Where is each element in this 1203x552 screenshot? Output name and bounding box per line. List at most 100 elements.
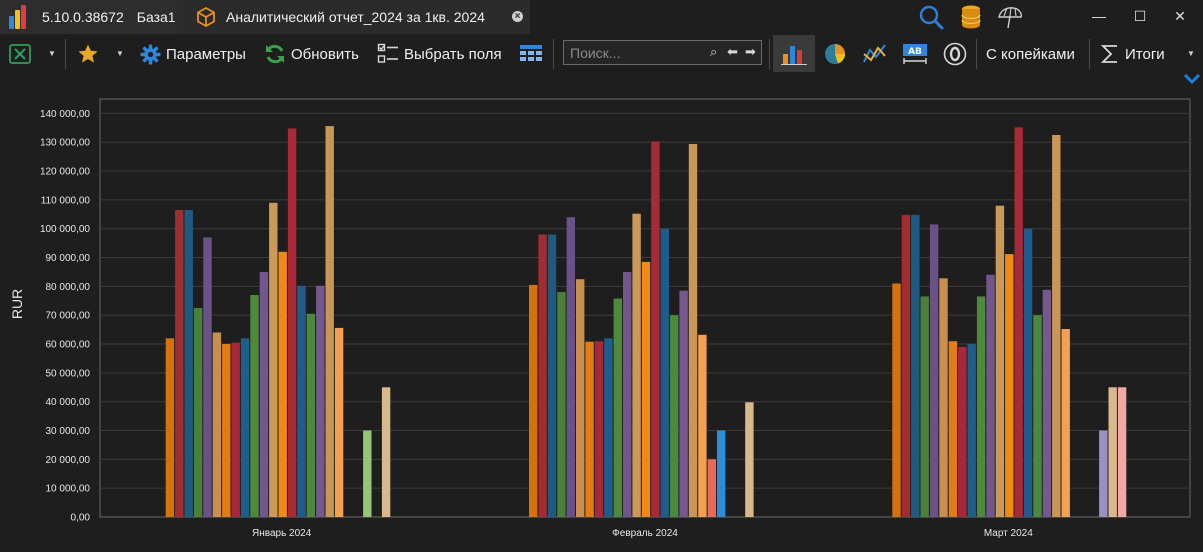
sigma-icon xyxy=(1100,45,1117,63)
with-kopecks-button[interactable]: С копейками xyxy=(986,34,1075,74)
report-cube-icon xyxy=(197,6,215,28)
choose-fields-button[interactable]: Выбрать поля xyxy=(377,34,502,74)
app-version: 5.10.0.38672 xyxy=(42,9,124,25)
bar xyxy=(967,344,976,517)
with-kopecks-label: С копейками xyxy=(986,45,1075,63)
bar xyxy=(175,210,184,517)
bar xyxy=(184,210,193,517)
y-tick-label: 70 000,00 xyxy=(46,311,91,322)
bar xyxy=(250,295,259,517)
y-tick-label: 90 000,00 xyxy=(46,253,91,264)
bar xyxy=(363,430,372,517)
refresh-label: Обновить xyxy=(291,45,359,63)
table-view-button[interactable] xyxy=(520,34,542,74)
y-axis-label: RUR xyxy=(9,289,25,319)
bar-chart: 0,00 10 000,00 20 000,00 30 000,00 40 000,00… xyxy=(9,98,1191,539)
y-tick-label: 20 000,00 xyxy=(46,455,91,466)
bar xyxy=(269,202,278,518)
gear-icon xyxy=(140,43,161,65)
arrow-left-icon[interactable]: ⬅ xyxy=(727,44,738,59)
umbrella-icon[interactable] xyxy=(996,3,1024,31)
bar xyxy=(920,296,929,517)
bar-chart-icon xyxy=(781,46,807,65)
toolbar-separator xyxy=(769,39,770,69)
bar xyxy=(623,272,632,517)
star-icon xyxy=(78,44,98,63)
bar xyxy=(529,284,538,517)
zero-values-button[interactable] xyxy=(943,34,967,74)
bar xyxy=(325,126,334,517)
excel-dropdown-icon[interactable]: ▼ xyxy=(48,49,56,58)
bar xyxy=(212,332,222,517)
pie-chart-icon xyxy=(825,44,845,64)
bar xyxy=(958,346,967,517)
document-title: Аналитический отчет_2024 за 1кв. 2024 xyxy=(226,9,485,25)
magnifier-icon[interactable]: ⌕ xyxy=(710,44,718,59)
close-window-button[interactable]: ✕ xyxy=(1174,8,1186,24)
excel-icon xyxy=(9,44,31,64)
toolbar-separator xyxy=(976,39,977,69)
bar xyxy=(901,214,911,517)
minimize-button[interactable]: — xyxy=(1092,8,1106,24)
bar xyxy=(576,279,585,517)
parameters-button[interactable]: Параметры xyxy=(140,34,246,74)
y-tick-label: 10 000,00 xyxy=(46,484,91,495)
bar xyxy=(278,251,287,518)
bar xyxy=(929,224,939,517)
y-tick-label: 140 000,00 xyxy=(40,109,90,120)
app-logo-icon xyxy=(9,5,31,29)
bar xyxy=(1042,289,1052,517)
choose-fields-label: Выбрать поля xyxy=(404,45,502,63)
bar xyxy=(717,430,726,517)
y-tick-label: 30 000,00 xyxy=(46,426,91,437)
bar xyxy=(986,274,995,517)
favorites-button[interactable] xyxy=(77,34,99,74)
search-input[interactable] xyxy=(570,43,700,62)
bar xyxy=(745,402,754,517)
pie-chart-button[interactable] xyxy=(823,34,847,74)
chevron-down-icon[interactable] xyxy=(1183,72,1201,86)
bar xyxy=(707,459,716,517)
y-tick-label: 110 000,00 xyxy=(41,195,91,206)
y-tick-label: 100 000,00 xyxy=(40,224,90,235)
app-tab[interactable]: 5.10.0.38672 База1 xyxy=(0,0,183,34)
ab-labels-icon: AB xyxy=(903,44,927,64)
parameters-label: Параметры xyxy=(166,45,246,63)
y-tick-label: 60 000,00 xyxy=(46,340,91,351)
search-icon[interactable] xyxy=(917,3,945,31)
toolbar-separator xyxy=(553,39,554,69)
refresh-button[interactable]: Обновить xyxy=(264,34,359,74)
search-box: ⌕ ⬅ ➡ xyxy=(563,40,762,65)
bar xyxy=(641,261,651,517)
toolbar-separator xyxy=(65,39,66,69)
line-chart-button[interactable] xyxy=(863,34,887,74)
bar xyxy=(670,315,679,517)
bar xyxy=(538,234,547,517)
bar xyxy=(1005,254,1014,517)
document-tab[interactable]: Аналитический отчет_2024 за 1кв. 2024 × xyxy=(183,0,530,34)
bar xyxy=(613,298,622,517)
totals-label: Итоги xyxy=(1125,45,1165,63)
bar xyxy=(193,308,203,517)
maximize-button[interactable]: ☐ xyxy=(1133,8,1147,24)
favorites-dropdown-icon[interactable]: ▼ xyxy=(116,49,124,58)
bar-chart-button[interactable] xyxy=(773,35,815,72)
arrow-right-icon[interactable]: ➡ xyxy=(745,44,756,59)
excel-export-button[interactable] xyxy=(9,34,31,74)
close-tab-icon[interactable]: × xyxy=(512,11,523,22)
bar xyxy=(287,128,297,517)
toolbar-separator xyxy=(1089,39,1090,69)
database-icon[interactable] xyxy=(957,3,985,31)
chart-area: 0,00 10 000,00 20 000,00 30 000,00 40 000,00… xyxy=(0,76,1203,547)
bar xyxy=(1023,228,1033,517)
bar xyxy=(316,285,325,517)
toolbar-overflow-dropdown-icon[interactable]: ▼ xyxy=(1187,49,1195,58)
bar xyxy=(1117,387,1127,517)
totals-button[interactable]: Итоги xyxy=(1100,34,1165,74)
bar xyxy=(334,327,344,517)
bar xyxy=(585,341,594,517)
bar xyxy=(1052,135,1061,517)
bar xyxy=(297,285,306,517)
labels-button[interactable]: AB xyxy=(902,34,928,74)
bar xyxy=(651,141,660,517)
